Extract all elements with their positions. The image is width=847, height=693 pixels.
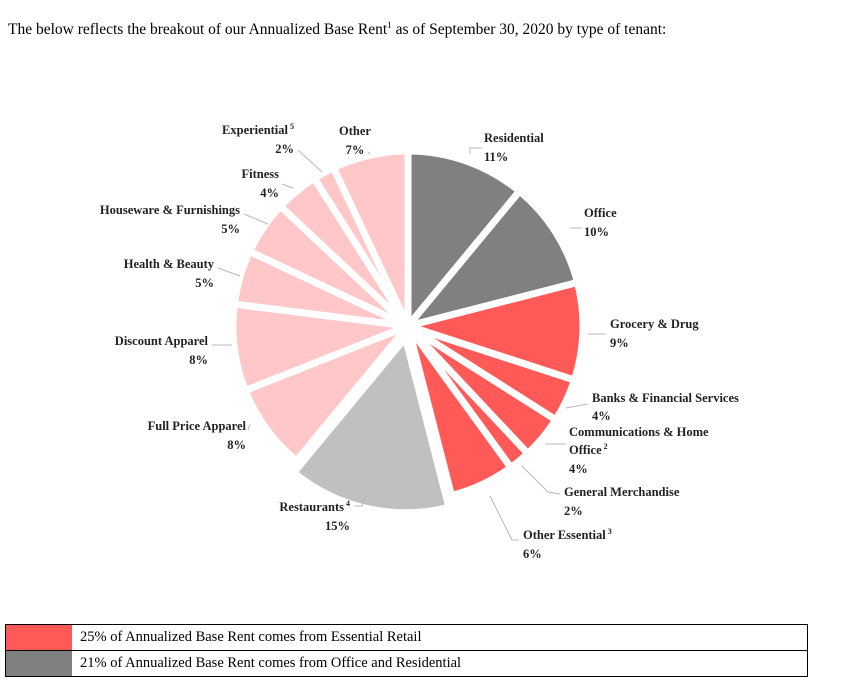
intro-text: The below reflects the breakout of our A… [8,20,666,39]
leader-line-restaurants [354,495,367,507]
intro-text-before: The below reflects the breakout of our A… [8,21,388,39]
slice-name-banks-and-financial-services: Banks & Financial Services [592,391,739,405]
slice-value-full-price-apparel: 8% [227,438,246,452]
slice-value-discount-apparel: 8% [189,353,208,367]
leader-line-residential [469,147,482,154]
leader-line-full-price-apparel [247,423,251,431]
tenant-pie-chart: Residential 11% Office 10% Grocery & Drug 9% B… [100,122,739,561]
slice-name-cont-communications-and-home-office: Office 2 [569,442,608,457]
slice-name-residential: Residential [484,131,544,145]
slice-name-office: Office [584,206,617,220]
leader-line-health-and-beauty [217,267,241,277]
slice-value-experiential: 2% [275,142,294,156]
leader-line-fitness [281,183,294,189]
legend-text-office-residential: 21% of Annualized Base Rent comes from O… [80,655,462,671]
leader-line-general-merchandise [521,465,561,495]
slice-name-other: Other [339,124,371,138]
slice-name-houseware-and-furnishings: Houseware & Furnishings [100,203,240,217]
slice-value-health-and-beauty: 5% [195,276,214,290]
leader-line-other [367,151,371,155]
slice-value-other: 7% [346,143,365,157]
pie-slice-residential [404,147,524,330]
slice-name-fitness: Fitness [242,167,280,181]
legend-swatch-office-residential [6,651,72,676]
leader-line-experiential [297,149,323,173]
leader-line-banks-and-financial-services [565,403,589,409]
slice-value-general-merchandise: 2% [564,504,583,518]
intro-text-after: as of September 30, 2020 by type of tena… [391,21,667,39]
pie-slice-restaurants [290,334,453,517]
slice-name-restaurants: Restaurants 4 [279,499,350,514]
intro-footnote-marker: 1 [387,20,392,30]
slice-value-fitness: 4% [260,186,279,200]
leader-line-other-essential [489,495,519,541]
slice-value-office: 10% [584,225,609,239]
slice-name-communications-and-home-office: Communications & Home [569,425,709,439]
legend-row-essential-retail: 25% of Annualized Base Rent comes from E… [6,625,807,651]
slice-value-restaurants: 15% [325,519,350,533]
slice-value-communications-and-home-office: 4% [569,462,588,476]
slice-name-general-merchandise: General Merchandise [564,485,680,499]
slice-value-grocery-and-drug: 9% [610,336,629,350]
legend-swatch-essential-retail [6,625,72,650]
slice-name-other-essential: Other Essential 3 [523,527,612,542]
legend-row-office-residential: 21% of Annualized Base Rent comes from O… [6,651,807,676]
legend-text-essential-retail: 25% of Annualized Base Rent comes from E… [80,629,422,645]
slice-value-residential: 11% [484,150,508,164]
slice-value-other-essential: 6% [523,547,542,561]
slice-name-grocery-and-drug: Grocery & Drug [610,317,699,331]
slice-name-experiential: Experiential 5 [222,122,294,137]
slice-name-discount-apparel: Discount Apparel [115,334,209,348]
slice-value-houseware-and-furnishings: 5% [221,222,240,236]
slice-value-banks-and-financial-services: 4% [592,409,611,423]
pie-slice-other [329,147,412,330]
pie-slice-other-essential [404,322,515,500]
legend: 25% of Annualized Base Rent comes from E… [5,624,808,677]
leader-line-houseware-and-furnishings [243,213,269,225]
slice-name-full-price-apparel: Full Price Apparel [148,419,247,433]
slice-name-health-and-beauty: Health & Beauty [124,257,215,271]
